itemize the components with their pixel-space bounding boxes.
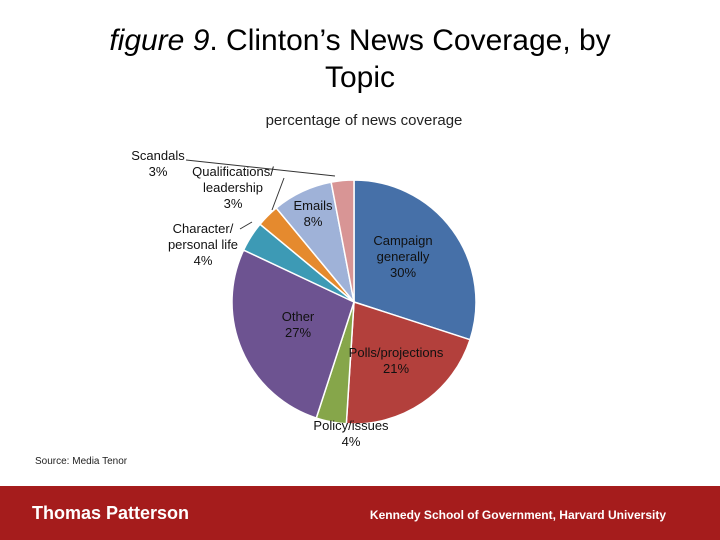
footer-bar: Thomas Patterson Kennedy School of Gover… <box>0 486 720 540</box>
slice-label: Policy/issues 4% <box>313 418 389 449</box>
pie-slice-campaign-generally <box>353 179 477 341</box>
slice-label: Other 27% <box>282 309 315 340</box>
footer-institution: Kennedy School of Government, Harvard Un… <box>369 508 666 522</box>
leader-line <box>239 221 253 230</box>
slice-label: Campaign generally 30% <box>373 233 432 280</box>
pie-slice-polls-projections <box>345 300 471 425</box>
slice-label: Polls/projections 21% <box>349 345 444 376</box>
title-line-2: Topic <box>324 61 396 94</box>
source-note: Source: Media Tenor <box>35 456 128 467</box>
leader-line <box>185 159 336 177</box>
title-text: . Clinton’s News Coverage, by <box>209 24 611 57</box>
slice-label: Qualifications/leadership 3% <box>192 164 274 211</box>
pie-chart: Campaign generally 30% Polls/projections 21%… <box>131 148 477 449</box>
slice-label: Scandals 3% <box>131 148 185 179</box>
slice-label: Character/personal life 4% <box>168 221 238 268</box>
footer-author: Thomas Patterson <box>32 503 190 523</box>
pie-slice-scandals <box>330 179 355 303</box>
chart-subtitle: percentage of news coverage <box>265 112 463 129</box>
leader-line <box>271 177 285 211</box>
slice-label: Emails 8% <box>293 198 333 229</box>
pie-slice-other <box>231 249 355 419</box>
title-figure-number: figure 9 <box>109 24 210 57</box>
page-title: figure 9. Clinton’s News Coverage, by To… <box>0 22 720 96</box>
